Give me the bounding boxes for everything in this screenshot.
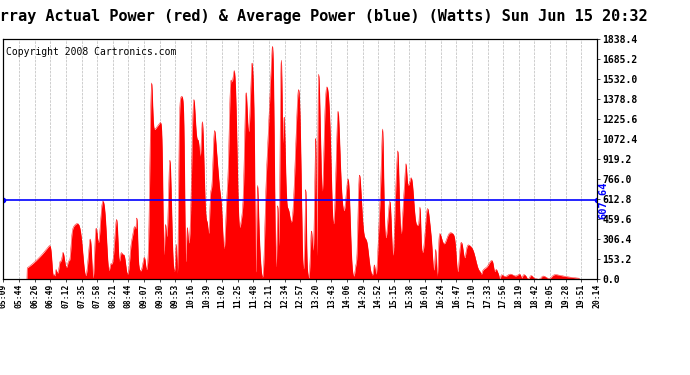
Text: East Array Actual Power (red) & Average Power (blue) (Watts) Sun Jun 15 20:32: East Array Actual Power (red) & Average … [0, 9, 648, 24]
Text: 607.64: 607.64 [0, 181, 1, 219]
Text: 607.64: 607.64 [599, 181, 609, 219]
Text: Copyright 2008 Cartronics.com: Copyright 2008 Cartronics.com [6, 46, 177, 57]
